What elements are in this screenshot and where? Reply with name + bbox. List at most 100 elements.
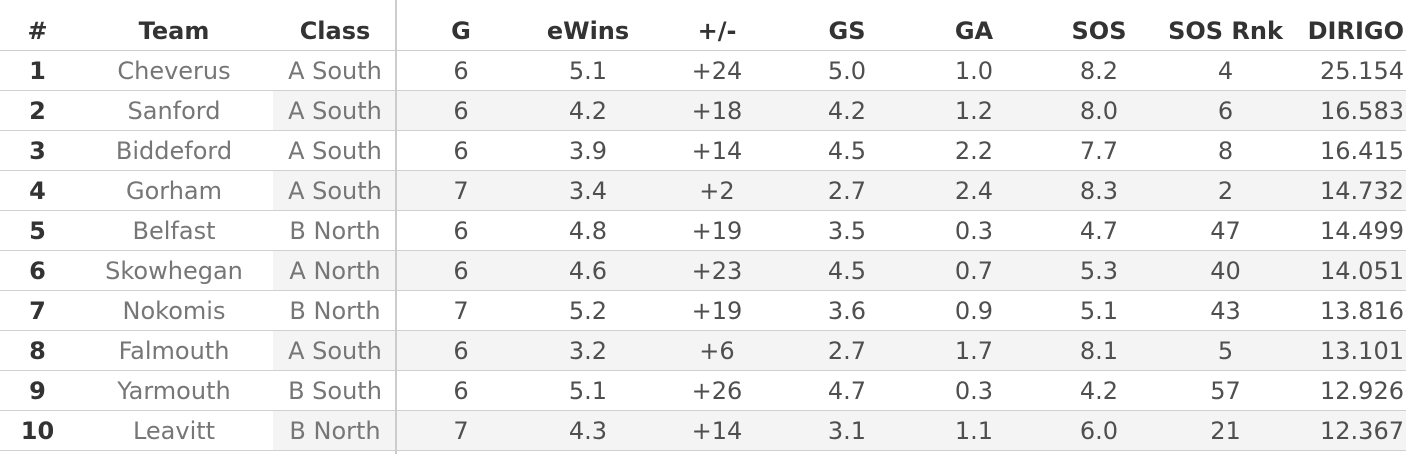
cell-gs: 4.2 — [783, 91, 911, 130]
cell-gs: 5.0 — [827, 56, 867, 85]
cell-gs: 2.7 — [783, 331, 911, 370]
cell-dirigo: 16.415 — [1320, 136, 1404, 165]
cell-class: A South — [273, 171, 397, 210]
cell-rank: 5 — [29, 216, 46, 245]
cell-dirigo: 14.051 — [1290, 251, 1406, 290]
cell-rank: 9 — [29, 376, 46, 405]
cell-plusminus: +23 — [651, 251, 783, 290]
cell-plusminus: +24 — [691, 56, 743, 85]
cell-ga: 0.3 — [954, 216, 994, 245]
cell-gs: 2.7 — [783, 171, 911, 210]
cell-ga: 2.4 — [911, 171, 1037, 210]
table-row: 6 Skowhegan A North 6 4.6 +23 4.5 0.7 5.3 40 14.05… — [0, 251, 1406, 291]
cell-plusminus: +6 — [651, 331, 783, 370]
cell-team: Biddeford — [115, 136, 233, 165]
cell-gs: 3.6 — [827, 296, 867, 325]
cell-sosrnk: 21 — [1161, 411, 1290, 450]
cell-team: Nokomis — [122, 296, 226, 325]
cell-team: Sanford — [127, 96, 221, 125]
cell-ewins: 4.2 — [525, 91, 651, 130]
table-row: 2 Sanford A South 6 4.2 +18 4.2 1.2 8.0 6 16.583 — [0, 91, 1406, 131]
cell-class: B North — [289, 296, 381, 325]
table-row: 10 Leavitt B North 7 4.3 +14 3.1 1.1 6.0 21 12.367 — [0, 411, 1406, 451]
cell-gs: 3.5 — [827, 216, 867, 245]
cell-sosrnk: 6 — [1161, 91, 1290, 130]
table-row: 8 Falmouth A South 6 3.2 +6 2.7 1.7 8.1 5 13.101 — [0, 331, 1406, 371]
cell-plusminus: +26 — [691, 376, 743, 405]
column-header-ewins[interactable]: eWins — [546, 17, 630, 45]
cell-plusminus: +2 — [651, 171, 783, 210]
cell-team: Leavitt — [132, 416, 216, 445]
cell-sosrnk: 43 — [1210, 296, 1241, 325]
cell-team: Gorham — [125, 176, 223, 205]
cell-ga: 0.9 — [954, 296, 994, 325]
cell-team: Belfast — [132, 216, 216, 245]
cell-gs: 4.7 — [827, 376, 867, 405]
cell-class: A South — [273, 91, 397, 130]
cell-dirigo: 14.732 — [1290, 171, 1406, 210]
cell-ewins: 5.2 — [568, 296, 608, 325]
cell-ewins: 5.1 — [568, 56, 608, 85]
column-header-dirigo[interactable]: DIRIGO — [1307, 17, 1404, 45]
cell-team: Skowhegan — [105, 256, 243, 285]
cell-ewins: 3.2 — [525, 331, 651, 370]
column-header-ga[interactable]: GA — [954, 17, 994, 45]
cell-gs: 3.1 — [783, 411, 911, 450]
cell-ewins: 4.6 — [525, 251, 651, 290]
cell-sosrnk: 5 — [1161, 331, 1290, 370]
cell-sosrnk: 8 — [1217, 136, 1234, 165]
cell-class: A South — [288, 56, 382, 85]
cell-sosrnk: 47 — [1210, 216, 1241, 245]
cell-ewins: 5.1 — [568, 376, 608, 405]
column-header-sosrnk[interactable]: SOS Rnk — [1168, 17, 1283, 45]
cell-plusminus: +19 — [691, 296, 743, 325]
cell-ga: 0.7 — [911, 251, 1037, 290]
table-row: 7 Nokomis B North 7 5.2 +19 3.6 0.9 5.1 43 13.816 — [0, 291, 1406, 331]
cell-g: 6 — [453, 56, 469, 85]
cell-plusminus: +18 — [651, 91, 783, 130]
column-header-gs[interactable]: GS — [828, 17, 866, 45]
cell-class: B South — [288, 376, 382, 405]
cell-team: Yarmouth — [117, 376, 231, 405]
table-row: 3 Biddeford A South 6 3.9 +14 4.5 2.2 7.7 8 16.415 — [0, 131, 1406, 171]
cell-sosrnk: 40 — [1161, 251, 1290, 290]
cell-class: A North — [273, 251, 397, 290]
cell-ga: 1.2 — [911, 91, 1037, 130]
cell-sos: 5.1 — [1079, 296, 1119, 325]
cell-sos: 4.7 — [1079, 216, 1119, 245]
table-row: 9 Yarmouth B South 6 5.1 +26 4.7 0.3 4.2 57 12.926 — [0, 371, 1406, 411]
cell-sosrnk: 4 — [1217, 56, 1234, 85]
cell-sos: 5.3 — [1037, 251, 1161, 290]
cell-team: Falmouth — [118, 336, 230, 365]
cell-gs: 4.5 — [783, 251, 911, 290]
cell-class: B North — [289, 216, 381, 245]
table-row: 5 Belfast B North 6 4.8 +19 3.5 0.3 4.7 47 14.499 — [0, 211, 1406, 251]
cell-dirigo: 12.367 — [1290, 411, 1406, 450]
cell-sos: 8.1 — [1037, 331, 1161, 370]
cell-dirigo: 16.583 — [1290, 91, 1406, 130]
cell-plusminus: +14 — [691, 136, 743, 165]
cell-g: 6 — [397, 91, 525, 130]
cell-sos: 7.7 — [1079, 136, 1119, 165]
cell-ewins: 4.3 — [525, 411, 651, 450]
column-header-class[interactable]: Class — [299, 17, 371, 45]
cell-sos: 6.0 — [1037, 411, 1161, 450]
column-header-g[interactable]: G — [451, 17, 471, 45]
cell-ewins: 4.8 — [568, 216, 608, 245]
cell-g: 7 — [453, 296, 469, 325]
column-header-team[interactable]: Team — [138, 17, 210, 45]
cell-team: Cheverus — [117, 56, 231, 85]
cell-dirigo: 13.816 — [1320, 296, 1404, 325]
column-header-sos[interactable]: SOS — [1071, 17, 1127, 45]
cell-plusminus: +19 — [691, 216, 743, 245]
cell-rank: 6 — [29, 256, 46, 285]
cell-g: 6 — [453, 216, 469, 245]
cell-sos: 8.2 — [1079, 56, 1119, 85]
column-header-rank[interactable]: # — [27, 17, 48, 45]
column-header-plusminus[interactable]: +/- — [697, 17, 737, 45]
cell-plusminus: +14 — [651, 411, 783, 450]
cell-g: 6 — [397, 331, 525, 370]
cell-sos: 8.0 — [1037, 91, 1161, 130]
cell-rank: 7 — [29, 296, 46, 325]
